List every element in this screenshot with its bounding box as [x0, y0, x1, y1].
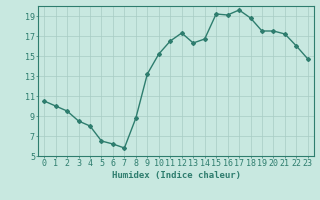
X-axis label: Humidex (Indice chaleur): Humidex (Indice chaleur) [111, 171, 241, 180]
